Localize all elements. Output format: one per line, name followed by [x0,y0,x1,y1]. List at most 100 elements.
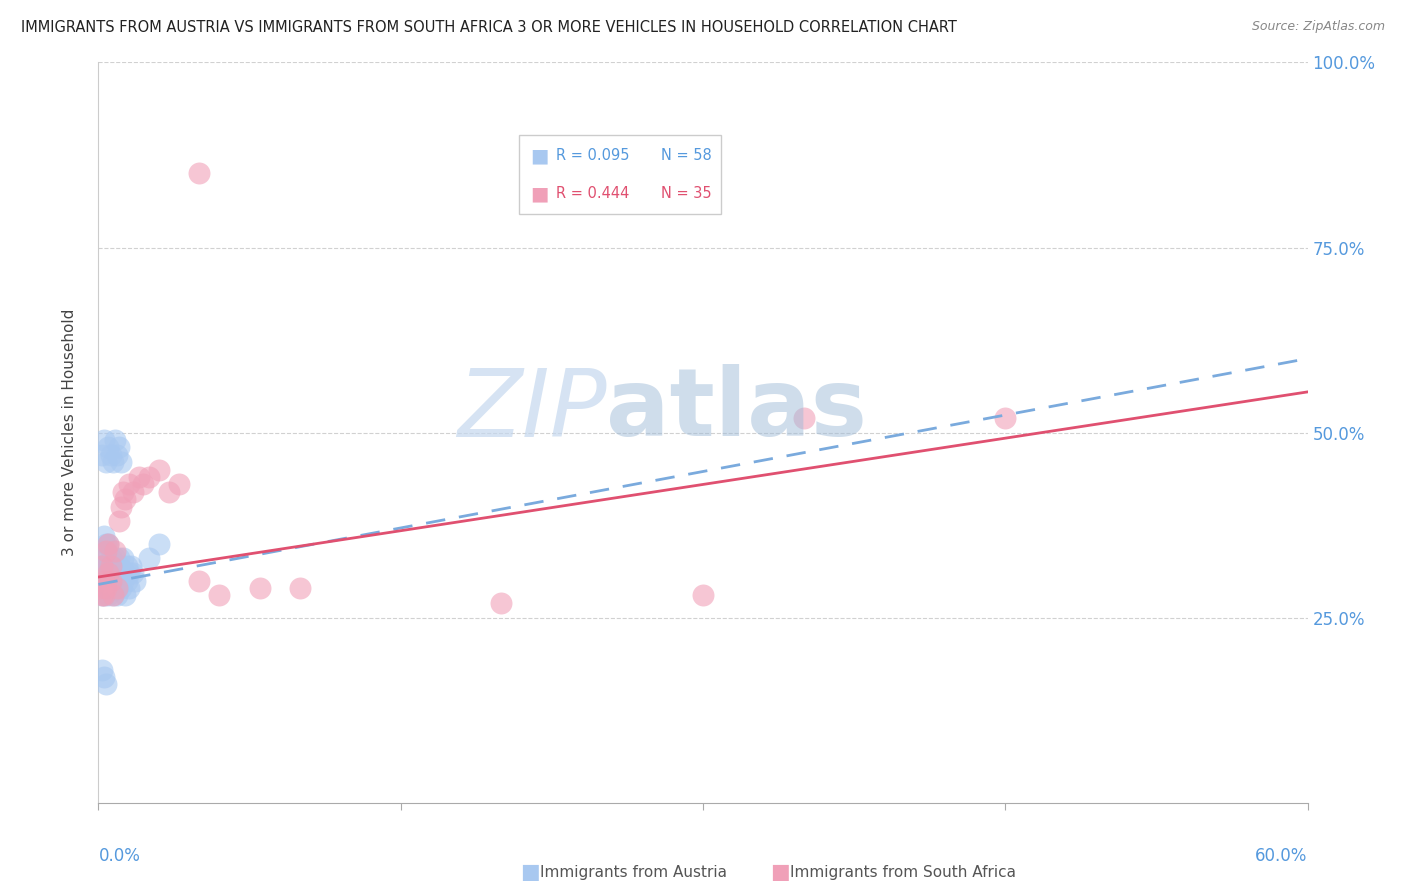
Point [97,566,120,581]
Point [96,455,118,469]
Point [100,551,122,566]
Point [93,574,115,588]
Text: N = 58: N = 58 [661,148,711,163]
Point [93,589,115,603]
Point [114,566,136,581]
Point [124,574,146,588]
Point [96,551,118,566]
Text: atlas: atlas [606,365,868,457]
Point [111,574,134,588]
Point [101,558,124,573]
Point [107,551,129,566]
Point [118,581,141,595]
Point [101,574,124,588]
Point [97,574,120,588]
Point [118,477,141,491]
Point [93,670,115,684]
Point [793,410,815,425]
Point [103,433,125,447]
Text: Source: ZipAtlas.com: Source: ZipAtlas.com [1251,20,1385,33]
Text: 0.0%: 0.0% [98,847,141,865]
Point [93,558,115,573]
Point [138,470,160,484]
Text: Immigrants from South Africa: Immigrants from South Africa [790,865,1017,880]
Point [101,455,124,469]
Point [91,589,114,603]
Point [288,581,311,595]
Point [157,484,180,499]
Point [93,529,115,543]
Point [114,589,136,603]
Point [111,551,134,566]
Point [91,663,114,677]
Point [91,544,114,558]
Point [100,574,122,588]
Point [97,536,120,550]
Point [91,558,114,573]
Point [107,515,129,529]
Point [100,581,122,595]
Point [97,558,120,573]
Point [107,441,129,455]
Point [89,574,111,588]
Point [97,536,120,550]
Point [121,484,143,499]
Point [148,536,170,550]
Text: 60.0%: 60.0% [1256,847,1308,865]
Point [692,589,714,603]
Y-axis label: 3 or more Vehicles in Household: 3 or more Vehicles in Household [62,309,77,557]
Point [96,544,118,558]
Point [97,589,120,603]
Point [91,558,114,573]
Point [89,581,111,595]
Point [994,410,1017,425]
Point [100,558,122,573]
Point [103,544,125,558]
Text: IMMIGRANTS FROM AUSTRIA VS IMMIGRANTS FROM SOUTH AFRICA 3 OR MORE VEHICLES IN HO: IMMIGRANTS FROM AUSTRIA VS IMMIGRANTS FR… [21,20,957,35]
Point [101,589,124,603]
Text: ■: ■ [530,185,548,203]
Point [105,589,128,603]
Point [188,166,211,180]
Point [115,574,138,588]
Point [114,492,136,507]
Point [120,558,142,573]
Point [97,441,120,455]
Point [96,581,118,595]
Point [103,566,125,581]
Point [107,574,129,588]
Point [96,677,118,691]
Text: N = 35: N = 35 [661,186,711,202]
Point [105,448,128,462]
Point [132,477,155,491]
Point [188,574,211,588]
Point [115,558,138,573]
Text: ■: ■ [530,146,548,165]
Point [93,433,115,447]
Point [121,566,143,581]
Point [105,581,128,595]
Point [128,470,150,484]
Point [148,462,170,476]
Text: Immigrants from Austria: Immigrants from Austria [540,865,727,880]
Point [138,551,160,566]
Point [105,574,128,588]
Point [103,581,125,595]
Point [89,558,111,573]
Point [110,566,132,581]
Point [118,566,141,581]
Point [110,581,132,595]
Text: R = 0.095: R = 0.095 [555,148,628,163]
Text: R = 0.444: R = 0.444 [555,186,628,202]
Point [96,536,118,550]
Point [208,589,231,603]
Point [93,574,115,588]
Point [91,448,114,462]
Text: ■: ■ [770,863,790,882]
Point [111,484,134,499]
Point [93,589,115,603]
Point [91,589,114,603]
Point [100,566,122,581]
Point [96,581,118,595]
Point [491,596,513,610]
